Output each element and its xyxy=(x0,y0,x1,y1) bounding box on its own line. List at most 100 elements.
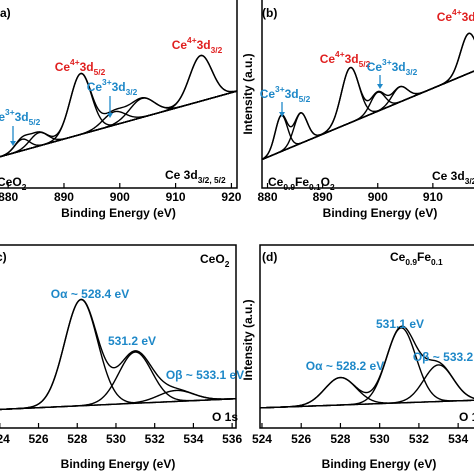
annotation: Ce0.9Fe0.1O2 xyxy=(268,175,335,192)
annotation-part: Ce xyxy=(172,38,188,52)
x-tick-label: 526 xyxy=(291,432,311,446)
annotation-part: 3d xyxy=(345,52,359,66)
envelope xyxy=(0,54,238,158)
annotation-part: Ce xyxy=(437,10,453,24)
x-tick-label: 534 xyxy=(183,432,203,446)
fit-component xyxy=(0,54,238,158)
annotation: Oβ ~ 533.1 eV xyxy=(166,368,244,382)
y-axis-label: Intensity (a.u.) xyxy=(241,53,255,134)
annotation: Ce0.9Fe0.1 xyxy=(390,250,443,267)
arrow-head xyxy=(107,113,113,118)
x-tick-label: 528 xyxy=(67,432,87,446)
annotation-part: Ce xyxy=(260,87,276,101)
x-axis-label: Binding Energy (eV) xyxy=(61,457,176,471)
annotation-part: 0.9 xyxy=(405,257,417,267)
x-tick-label: 526 xyxy=(29,432,49,446)
annotation-part: 3+ xyxy=(382,57,392,67)
x-tick-label: 534 xyxy=(448,432,468,446)
annotation-part: 0.9 xyxy=(283,182,295,192)
annotation-part: 3+ xyxy=(102,77,112,87)
panel: 524 526 528 530 532 534 536 (c) Binding Energy (… xyxy=(0,244,244,471)
annotation-part: 531.2 eV xyxy=(108,334,156,348)
x-axis-label: Binding Energy (eV) xyxy=(61,206,176,220)
envelope xyxy=(259,325,474,409)
x-tick-label: 880 xyxy=(257,190,277,204)
annotation-part: 3d xyxy=(462,10,474,24)
annotation: Ce3+3d5/2 xyxy=(260,84,311,104)
annotation-part: 2 xyxy=(225,259,230,269)
panel-label: (d) xyxy=(262,250,277,264)
y-axis-label: Intensity (a.u.) xyxy=(241,299,255,380)
x-tick-label: 530 xyxy=(106,432,126,446)
annotation-part: 4+ xyxy=(335,49,345,59)
plot-frame xyxy=(261,0,474,189)
annotation-part: O xyxy=(321,175,330,189)
annotation-part: 4+ xyxy=(187,35,197,45)
annotation-part: Fe xyxy=(417,250,431,264)
annotation-part: 0.1 xyxy=(431,257,443,267)
x-tick-label: 880 xyxy=(0,190,18,204)
annotation: Ce 3d3/2, 5/2 xyxy=(432,169,474,186)
annotation-part: 3/2, 5/2 xyxy=(198,175,226,185)
annotation-part: O 1s xyxy=(459,410,474,424)
annotation-part: 5/2 xyxy=(94,67,106,77)
annotation-part: Ce xyxy=(320,52,336,66)
annotation-part: 531.1 eV xyxy=(376,317,424,331)
fit-component xyxy=(261,70,474,161)
annotation-part: 5/2 xyxy=(359,59,371,69)
annotation: Ce3+3d3/2 xyxy=(367,57,418,77)
x-tick-label: 524 xyxy=(0,432,10,446)
plot-frame xyxy=(259,244,474,429)
fit-component xyxy=(0,298,237,411)
annotation-part: 3d xyxy=(197,38,211,52)
envelope xyxy=(261,32,474,160)
x-tick-label: 910 xyxy=(423,190,443,204)
annotation-part: 3d xyxy=(392,60,406,74)
panel-label: (a) xyxy=(0,6,11,20)
annotation-part: 3d xyxy=(15,110,29,124)
annotation-part: 3d xyxy=(80,60,94,74)
arrow-head xyxy=(377,84,383,89)
annotation-part: CeO xyxy=(0,175,22,189)
annotation-part: 3d xyxy=(112,80,126,94)
panel: 524 526 528 530 532 534 (d) Binding Energy (eV)… xyxy=(241,244,474,471)
annotation-part: CeO xyxy=(200,252,225,266)
annotation-part: 5/2 xyxy=(29,117,41,127)
annotation-part: 3+ xyxy=(275,84,285,94)
x-tick-label: 900 xyxy=(368,190,388,204)
annotation: Oα ~ 528.2 eV xyxy=(306,359,384,373)
annotation-part: Ce 3d xyxy=(432,169,465,183)
annotation-part: Ce xyxy=(268,175,284,189)
x-tick-label: 524 xyxy=(252,432,272,446)
annotation: 531.2 eV xyxy=(108,334,156,348)
annotation-part: 2 xyxy=(22,182,27,192)
annotation-part: 2 xyxy=(330,182,335,192)
arrow-head xyxy=(10,141,16,146)
annotation-part: 3+ xyxy=(5,107,15,117)
x-tick-label: 890 xyxy=(313,190,333,204)
annotation: Ce3+3d3/2 xyxy=(87,77,138,97)
annotation: Ce4+3d3/2 xyxy=(172,35,223,55)
x-tick-label: 920 xyxy=(221,190,241,204)
fit-component xyxy=(261,70,474,161)
annotation: CeO2 xyxy=(200,252,230,269)
annotation-part: Ce xyxy=(87,80,103,94)
plot-frame xyxy=(0,244,237,429)
annotation: Oα ~ 528.4 eV xyxy=(51,287,129,301)
annotation-part: 4+ xyxy=(452,7,462,17)
annotation-part: Ce xyxy=(367,60,383,74)
panel-label: (b) xyxy=(262,6,277,20)
annotation: Ce 3d3/2, 5/2 xyxy=(165,168,226,185)
annotation: 531.1 eV xyxy=(376,317,424,331)
fit-component xyxy=(259,364,474,409)
annotation-part: Fe xyxy=(295,175,309,189)
annotation-part: Ce 3d xyxy=(165,168,198,182)
annotation-part: Oα ~ 528.4 eV xyxy=(51,287,129,301)
annotation: Ce3+3d5/2 xyxy=(0,107,41,127)
arrow-head xyxy=(279,112,285,117)
annotation-part: 3/2, 5/2 xyxy=(465,176,474,186)
annotation-part: Ce xyxy=(390,250,406,264)
fit-component xyxy=(261,66,474,161)
